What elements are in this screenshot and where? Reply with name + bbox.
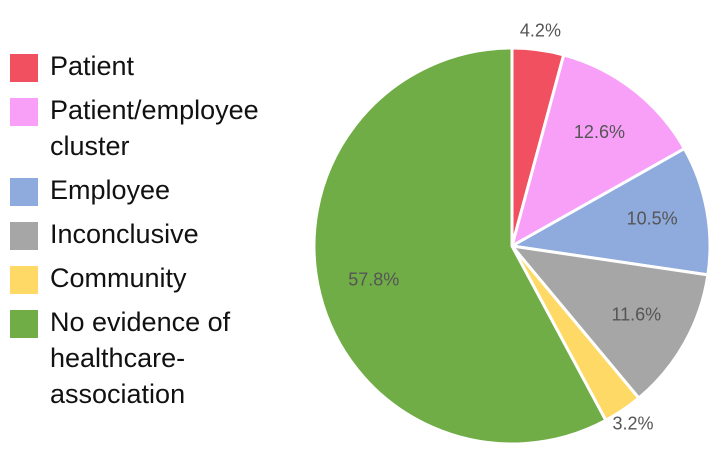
data-label: 10.5% xyxy=(627,209,678,229)
pie-slice xyxy=(312,46,608,446)
legend-label: Community xyxy=(50,263,187,293)
legend-swatch xyxy=(10,54,38,82)
legend-label: Patient/employee cluster xyxy=(50,95,259,161)
data-label: 3.2% xyxy=(612,414,653,434)
legend-swatch xyxy=(10,266,38,294)
data-label: 12.6% xyxy=(574,122,625,142)
legend-item: Patient xyxy=(10,48,300,84)
pie-slice xyxy=(508,243,710,401)
legend-label: Patient xyxy=(50,51,135,81)
data-label: 57.8% xyxy=(348,270,399,290)
legend-label: No evidence of healthcare-association xyxy=(50,307,231,409)
legend-swatch xyxy=(10,178,38,206)
data-label: 11.6% xyxy=(611,304,661,324)
legend-item: No evidence of healthcare-association xyxy=(10,304,300,412)
data-label: 4.2% xyxy=(520,21,561,41)
legend-swatch xyxy=(10,98,38,126)
legend-item: Community xyxy=(10,260,300,296)
pie-slice xyxy=(509,53,687,250)
pie-slice xyxy=(507,146,710,277)
legend-label: Employee xyxy=(50,175,171,205)
legend-item: Inconclusive xyxy=(10,216,300,252)
legend-swatch xyxy=(10,310,38,338)
legend-item: Patient/employee cluster xyxy=(10,92,300,164)
legend-item: Employee xyxy=(10,172,300,208)
legend-label: Inconclusive xyxy=(50,219,199,249)
legend-swatch xyxy=(10,222,38,250)
legend: Patient Patient/employee cluster Employee I… xyxy=(10,48,300,420)
